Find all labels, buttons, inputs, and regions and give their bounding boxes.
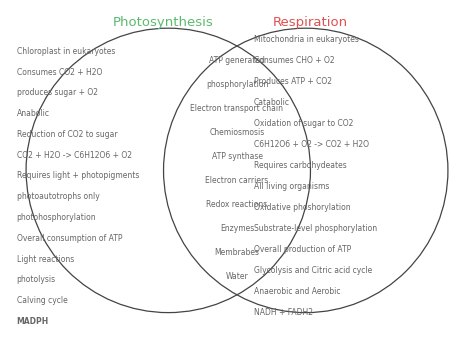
- Text: photoautotrophs only: photoautotrophs only: [17, 192, 100, 201]
- Text: Calving cycle: Calving cycle: [17, 296, 67, 305]
- Text: All living organisms: All living organisms: [254, 182, 329, 191]
- Text: Electron transport chain: Electron transport chain: [191, 104, 283, 113]
- Text: ATP generated: ATP generated: [209, 56, 265, 65]
- Text: Electron carriers: Electron carriers: [205, 176, 269, 185]
- Text: Redox reactions: Redox reactions: [206, 200, 268, 209]
- Text: Photosynthesis: Photosynthesis: [113, 16, 214, 29]
- Text: Catabolic: Catabolic: [254, 98, 290, 106]
- Text: Chemiosmosis: Chemiosmosis: [210, 128, 264, 137]
- Text: Requires light + photopigments: Requires light + photopigments: [17, 171, 139, 180]
- Text: photohosphorylation: photohosphorylation: [17, 213, 96, 222]
- Text: Consumes CO2 + H2O: Consumes CO2 + H2O: [17, 68, 102, 77]
- Text: Oxidative phoshorylation: Oxidative phoshorylation: [254, 203, 350, 212]
- Text: Requires carbohydeates: Requires carbohydeates: [254, 161, 346, 170]
- Text: Chloroplast in eukaryotes: Chloroplast in eukaryotes: [17, 47, 115, 56]
- Text: ATP synthase: ATP synthase: [211, 152, 263, 161]
- Text: MADPH: MADPH: [17, 317, 49, 326]
- Text: Reduction of CO2 to sugar: Reduction of CO2 to sugar: [17, 130, 117, 139]
- Text: Oxidation of sugar to CO2: Oxidation of sugar to CO2: [254, 119, 353, 128]
- Text: Glycolysis and Citric acid cycle: Glycolysis and Citric acid cycle: [254, 266, 372, 275]
- Text: NADH + FADH2: NADH + FADH2: [254, 308, 312, 317]
- Text: Overall production of ATP: Overall production of ATP: [254, 245, 351, 254]
- Text: phosphorylation: phosphorylation: [206, 80, 268, 89]
- Text: CO2 + H2O -> C6H12O6 + O2: CO2 + H2O -> C6H12O6 + O2: [17, 151, 132, 160]
- Text: Light reactions: Light reactions: [17, 255, 74, 263]
- Text: Substrate-level phosphorylation: Substrate-level phosphorylation: [254, 224, 377, 233]
- Text: Produces ATP + CO2: Produces ATP + CO2: [254, 77, 332, 86]
- Text: Water: Water: [226, 272, 248, 282]
- Text: produces sugar + O2: produces sugar + O2: [17, 88, 98, 98]
- Text: Mitochondria in eukaryotes: Mitochondria in eukaryotes: [254, 34, 358, 44]
- Text: Membrabes: Membrabes: [215, 248, 259, 257]
- Text: Anaerobic and Aerobic: Anaerobic and Aerobic: [254, 287, 340, 296]
- Text: Overall consumption of ATP: Overall consumption of ATP: [17, 234, 122, 243]
- Text: photolysis: photolysis: [17, 275, 56, 284]
- Text: Anabolic: Anabolic: [17, 109, 50, 118]
- Text: C6H12O6 + O2 -> CO2 + H2O: C6H12O6 + O2 -> CO2 + H2O: [254, 140, 369, 149]
- Text: Respiration: Respiration: [273, 16, 348, 29]
- Text: Enzymes: Enzymes: [220, 224, 254, 233]
- Text: Consumes CHO + O2: Consumes CHO + O2: [254, 56, 334, 65]
